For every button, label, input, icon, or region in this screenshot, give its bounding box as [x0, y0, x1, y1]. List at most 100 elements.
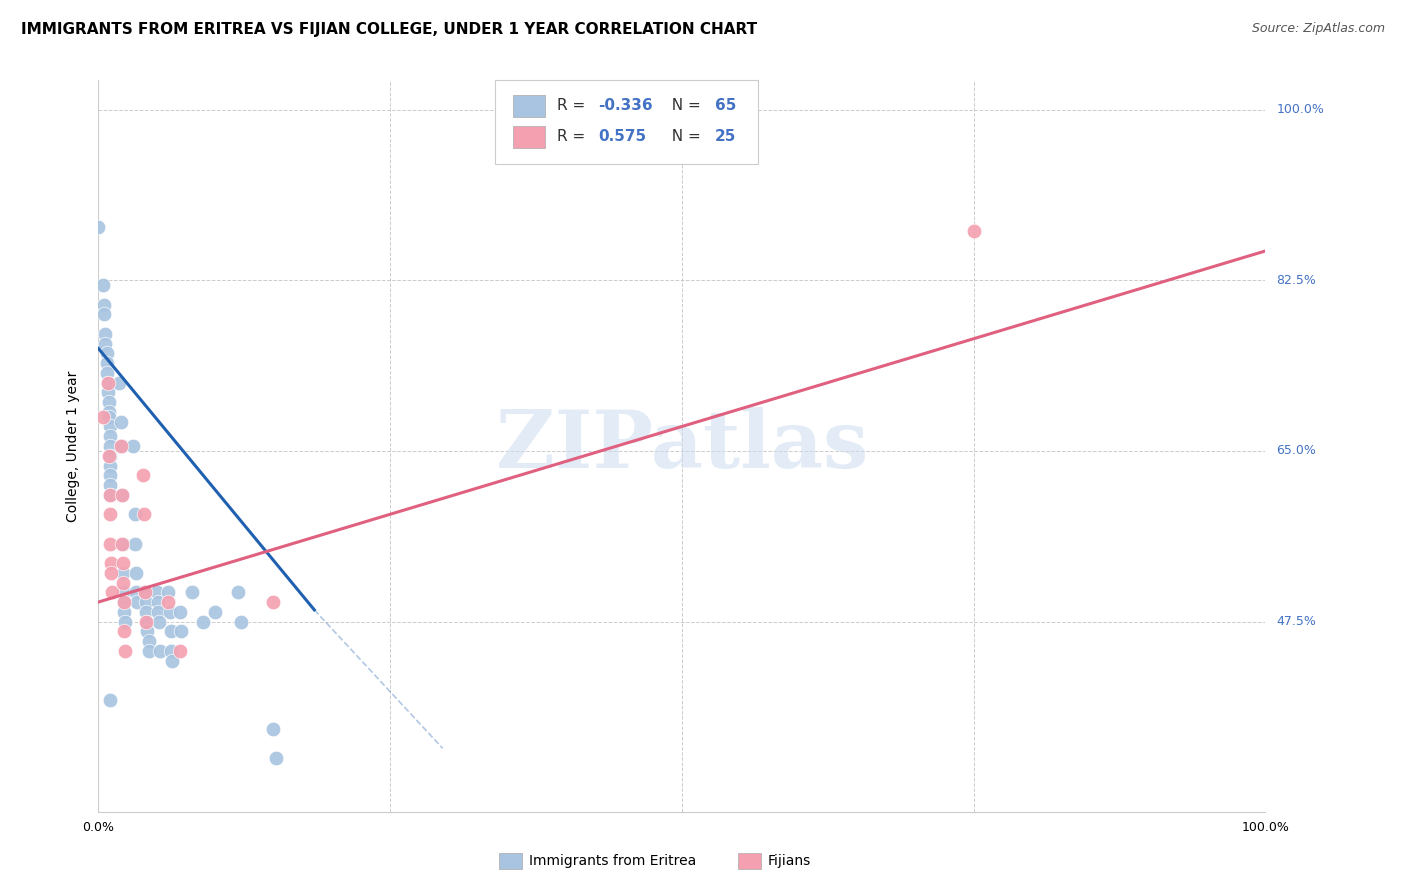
Text: IMMIGRANTS FROM ERITREA VS FIJIAN COLLEGE, UNDER 1 YEAR CORRELATION CHART: IMMIGRANTS FROM ERITREA VS FIJIAN COLLEG… — [21, 22, 758, 37]
Point — [134, 585, 156, 599]
Point — [169, 605, 191, 619]
Point — [132, 508, 155, 522]
Point — [138, 634, 160, 648]
Point — [96, 356, 118, 370]
Point — [160, 654, 183, 668]
Point — [125, 595, 148, 609]
Point — [262, 722, 284, 736]
Point — [91, 409, 114, 424]
Point — [132, 468, 155, 483]
Point — [98, 508, 121, 522]
Point — [93, 307, 115, 321]
FancyBboxPatch shape — [513, 95, 546, 117]
Text: -0.336: -0.336 — [598, 98, 652, 113]
Point — [124, 508, 146, 522]
Point — [135, 615, 157, 629]
Point — [112, 595, 135, 609]
Text: 25: 25 — [714, 129, 735, 145]
Point — [159, 624, 181, 639]
Point — [122, 439, 145, 453]
Point — [97, 395, 120, 409]
Point — [96, 346, 118, 360]
Point — [91, 278, 114, 293]
Point — [111, 536, 134, 550]
Text: 65: 65 — [714, 98, 735, 113]
Point — [136, 624, 159, 639]
Point — [264, 751, 287, 765]
Point — [170, 624, 193, 639]
Point — [148, 615, 170, 629]
Point — [135, 595, 157, 609]
Point — [159, 644, 181, 658]
Point — [111, 536, 134, 550]
Point — [96, 366, 118, 380]
Text: Source: ZipAtlas.com: Source: ZipAtlas.com — [1251, 22, 1385, 36]
Point — [97, 385, 120, 400]
Point — [97, 376, 120, 390]
Point — [111, 556, 134, 570]
Text: N =: N = — [662, 129, 706, 145]
Text: R =: R = — [557, 129, 595, 145]
Point — [108, 376, 131, 390]
Point — [193, 615, 215, 629]
Point — [204, 605, 226, 619]
Text: Immigrants from Eritrea: Immigrants from Eritrea — [529, 854, 696, 868]
Point — [98, 429, 121, 443]
Point — [114, 644, 136, 658]
Point — [110, 439, 132, 453]
Text: R =: R = — [557, 98, 591, 113]
Point — [100, 556, 122, 570]
Y-axis label: College, Under 1 year: College, Under 1 year — [66, 370, 80, 522]
Point — [229, 615, 252, 629]
FancyBboxPatch shape — [495, 80, 758, 164]
Text: 82.5%: 82.5% — [1277, 274, 1316, 286]
Text: 100.0%: 100.0% — [1277, 103, 1324, 116]
Point — [111, 575, 134, 590]
Text: Fijians: Fijians — [768, 854, 811, 868]
Point — [159, 605, 181, 619]
Text: ZIPatlas: ZIPatlas — [496, 407, 868, 485]
Point — [157, 585, 180, 599]
Point — [97, 449, 120, 463]
Point — [98, 458, 121, 473]
Point — [93, 297, 115, 311]
Point — [112, 605, 135, 619]
Point — [101, 585, 124, 599]
Point — [98, 692, 121, 706]
Point — [135, 605, 157, 619]
Point — [138, 644, 160, 658]
Point — [146, 595, 169, 609]
Point — [112, 585, 135, 599]
Point — [98, 449, 121, 463]
Point — [97, 376, 120, 390]
Point — [146, 605, 169, 619]
Point — [157, 595, 180, 609]
Point — [100, 566, 122, 580]
Point — [134, 585, 156, 599]
Point — [262, 595, 284, 609]
Point — [98, 536, 121, 550]
Point — [98, 468, 121, 483]
Point — [98, 478, 121, 492]
Text: 47.5%: 47.5% — [1277, 615, 1316, 628]
Point — [111, 566, 134, 580]
Point — [125, 585, 148, 599]
Point — [98, 439, 121, 453]
FancyBboxPatch shape — [513, 126, 546, 147]
Point — [112, 595, 135, 609]
Point — [110, 415, 132, 429]
Point — [149, 644, 172, 658]
Point — [87, 219, 110, 234]
Point — [112, 624, 135, 639]
Point — [97, 405, 120, 419]
Point — [125, 566, 148, 580]
Point — [94, 326, 117, 341]
Point — [962, 224, 984, 238]
Point — [124, 536, 146, 550]
Text: 0.575: 0.575 — [598, 129, 645, 145]
Point — [98, 419, 121, 434]
Point — [111, 488, 134, 502]
Point — [98, 488, 121, 502]
Point — [114, 615, 136, 629]
Point — [98, 488, 121, 502]
